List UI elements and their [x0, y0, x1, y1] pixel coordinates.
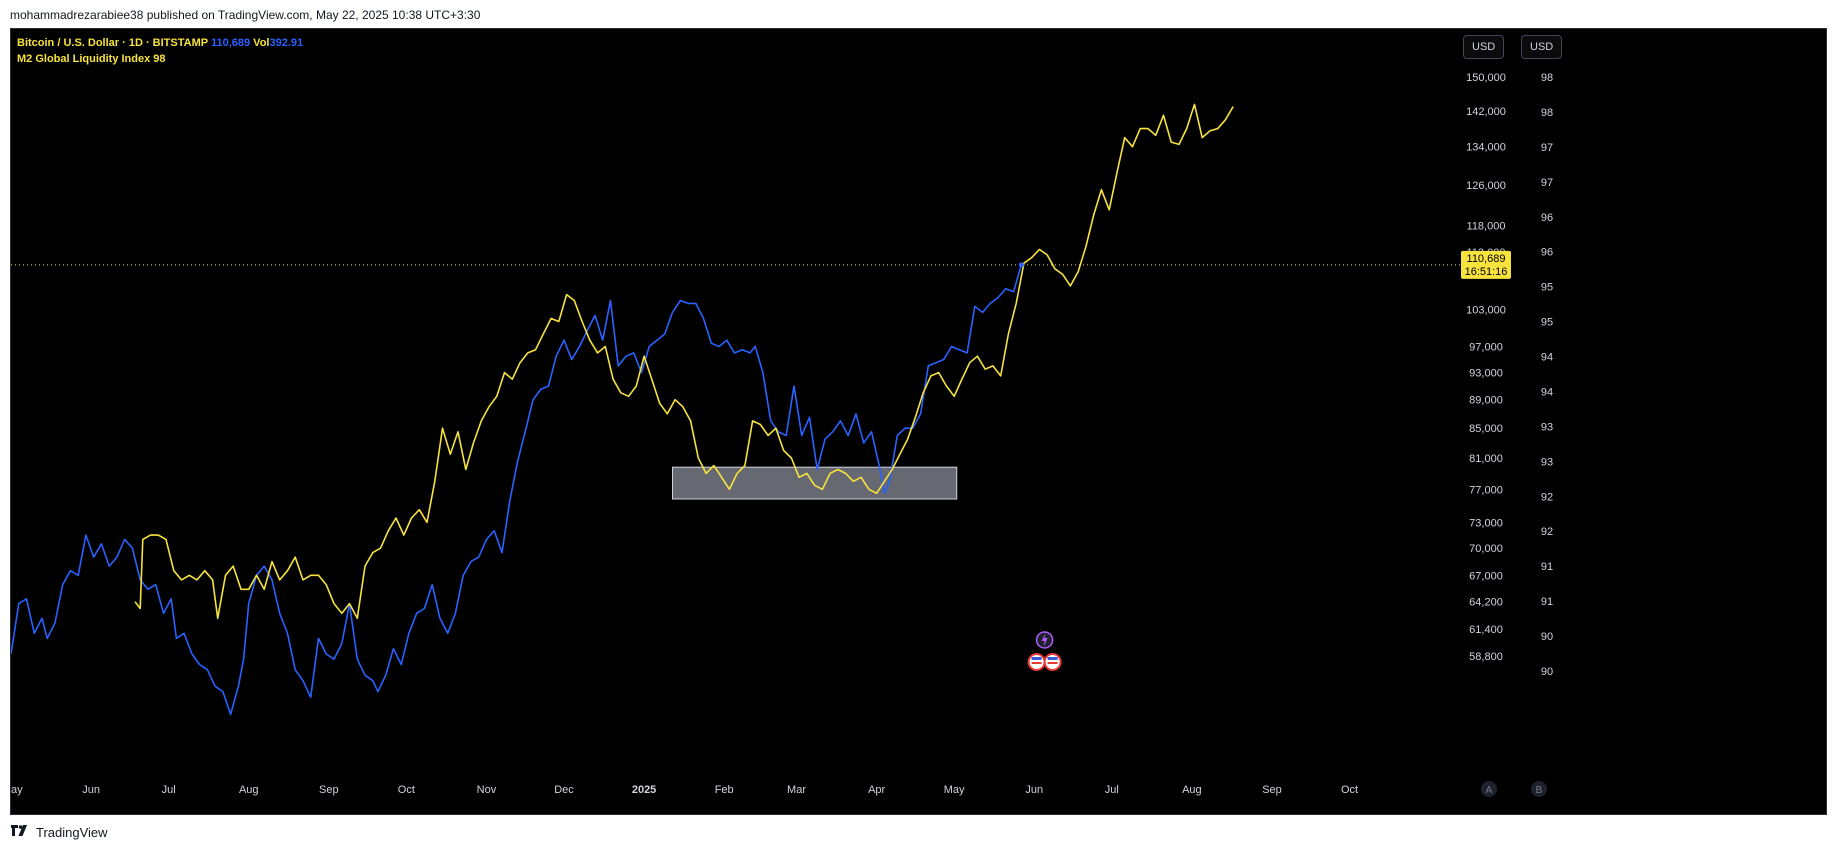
x-axis-tick: Oct: [398, 784, 415, 796]
m2-axis-tick: 93: [1541, 421, 1553, 433]
tradingview-logo-icon: [11, 825, 27, 836]
price-axis-tick: 93,000: [1469, 368, 1503, 380]
scale-button-a: [1481, 781, 1497, 797]
x-axis-tick: Apr: [868, 784, 885, 796]
m2-axis-tick: 97: [1541, 177, 1553, 189]
us-flag-stripe-icon: [1047, 662, 1058, 664]
btc-last-point: [1018, 262, 1024, 268]
legend-btc-row[interactable]: Bitcoin / U.S. Dollar · 1D · BITSTAMP 11…: [17, 35, 303, 51]
chart-area[interactable]: 150,000142,000134,000126,000118,000113,0…: [10, 28, 1827, 815]
m2-axis-tick: 94: [1541, 386, 1553, 398]
m2-axis-tick: 96: [1541, 212, 1553, 224]
countdown-label: 16:51:16: [1465, 266, 1508, 278]
price-axis-tick: 103,000: [1466, 304, 1506, 316]
m2-axis-tick: 90: [1541, 666, 1553, 678]
scale-button-a-label: A: [1486, 785, 1493, 796]
x-axis-tick: Nov: [477, 784, 497, 796]
us-flag-stripe-icon: [1031, 657, 1042, 660]
x-axis-tick: Oct: [1341, 784, 1358, 796]
m2-axis-tick: 97: [1541, 142, 1553, 154]
m2-liquidity-line: [134, 103, 1234, 620]
highlight-zone-rect: [672, 466, 958, 500]
x-axis-tick: Jul: [1105, 784, 1119, 796]
price-axis-tick: 73,000: [1469, 517, 1503, 529]
legend-vol-label: Vol: [253, 37, 270, 49]
x-axis-tick: Aug: [1182, 784, 1202, 796]
m2-axis-tick: 93: [1541, 456, 1553, 468]
price-axis-tick: 81,000: [1469, 453, 1503, 465]
x-axis-tick: Jun: [82, 784, 100, 796]
price-axis-tick: 142,000: [1466, 106, 1506, 118]
legend-btc-symbol: Bitcoin / U.S. Dollar · 1D · BITSTAMP: [17, 37, 208, 49]
btc-price-line: [11, 264, 1023, 716]
x-axis-tick: Mar: [787, 784, 806, 796]
x-axis-tick: Aug: [239, 784, 259, 796]
price-axis-tick: 67,000: [1469, 570, 1503, 582]
m2-axis-tick: 95: [1541, 282, 1553, 294]
currency-button-price[interactable]: USD: [1463, 35, 1505, 59]
current-price-label-box: [1461, 250, 1511, 279]
current-price-label: 110,689: [1467, 253, 1506, 265]
chart-plot[interactable]: 150,000142,000134,000126,000118,000113,0…: [11, 29, 1826, 814]
price-axis-tick: 61,400: [1469, 624, 1503, 636]
scale-button-b: [1531, 781, 1547, 797]
legend-m2-value: 98: [153, 53, 166, 65]
legend-btc-value: 110,689: [210, 37, 251, 49]
m2-axis-tick: 98: [1541, 107, 1553, 119]
m2-axis-tick: 92: [1541, 491, 1553, 503]
x-axis-tick: Feb: [715, 784, 734, 796]
x-axis-tick: Dec: [554, 784, 574, 796]
price-axis-tick: 97,000: [1469, 342, 1503, 354]
x-axis-tick: May: [944, 784, 965, 796]
price-axis-tick: 64,200: [1469, 597, 1503, 609]
m2-axis-tick: 98: [1541, 72, 1553, 84]
m2-axis-tick: 94: [1541, 352, 1553, 364]
x-axis-tick: Jul: [162, 784, 176, 796]
scale-button-b-label: B: [1536, 785, 1543, 796]
price-axis-tick: 134,000: [1466, 142, 1506, 154]
currency-button-m2[interactable]: USD: [1521, 35, 1563, 59]
chart-legend: Bitcoin / U.S. Dollar · 1D · BITSTAMP 11…: [17, 35, 303, 67]
x-axis-tick: ay: [11, 784, 23, 796]
m2-axis-tick: 91: [1541, 561, 1553, 573]
m2-axis-tick: 96: [1541, 247, 1553, 259]
legend-m2-name: M2 Global Liquidity Index: [17, 53, 151, 65]
footer-brand-text: TradingView: [36, 824, 108, 840]
footer-brand: TradingView: [10, 822, 108, 842]
legend-vol-value: 392.91: [269, 37, 304, 49]
price-axis-tick: 89,000: [1469, 395, 1503, 407]
price-axis-tick: 58,800: [1469, 651, 1503, 663]
m2-axis-tick: 91: [1541, 596, 1553, 608]
x-axis-tick: Sep: [1262, 784, 1282, 796]
us-flag-stripe-icon: [1047, 657, 1058, 660]
m2-axis-tick: 90: [1541, 631, 1553, 643]
price-axis-tick: 150,000: [1466, 72, 1506, 84]
price-axis-tick: 77,000: [1469, 484, 1503, 496]
lightning-glyph-icon: [1041, 633, 1048, 647]
price-axis-tick: 85,000: [1469, 423, 1503, 435]
us-flag-stripe-icon: [1031, 662, 1042, 664]
m2-axis-tick: 95: [1541, 317, 1553, 329]
price-axis-tick: 70,000: [1469, 543, 1503, 555]
legend-m2-row[interactable]: M2 Global Liquidity Index 98: [17, 51, 303, 67]
price-axis-tick: 118,000: [1467, 220, 1506, 232]
x-axis-tick: Sep: [319, 784, 339, 796]
price-axis-tick: 126,000: [1466, 180, 1506, 192]
m2-axis-tick: 92: [1541, 526, 1553, 538]
x-axis-tick: Jun: [1025, 784, 1043, 796]
published-header: mohammadrezarabiee38 published on Tradin…: [10, 8, 481, 22]
x-axis-tick: 2025: [632, 784, 656, 796]
